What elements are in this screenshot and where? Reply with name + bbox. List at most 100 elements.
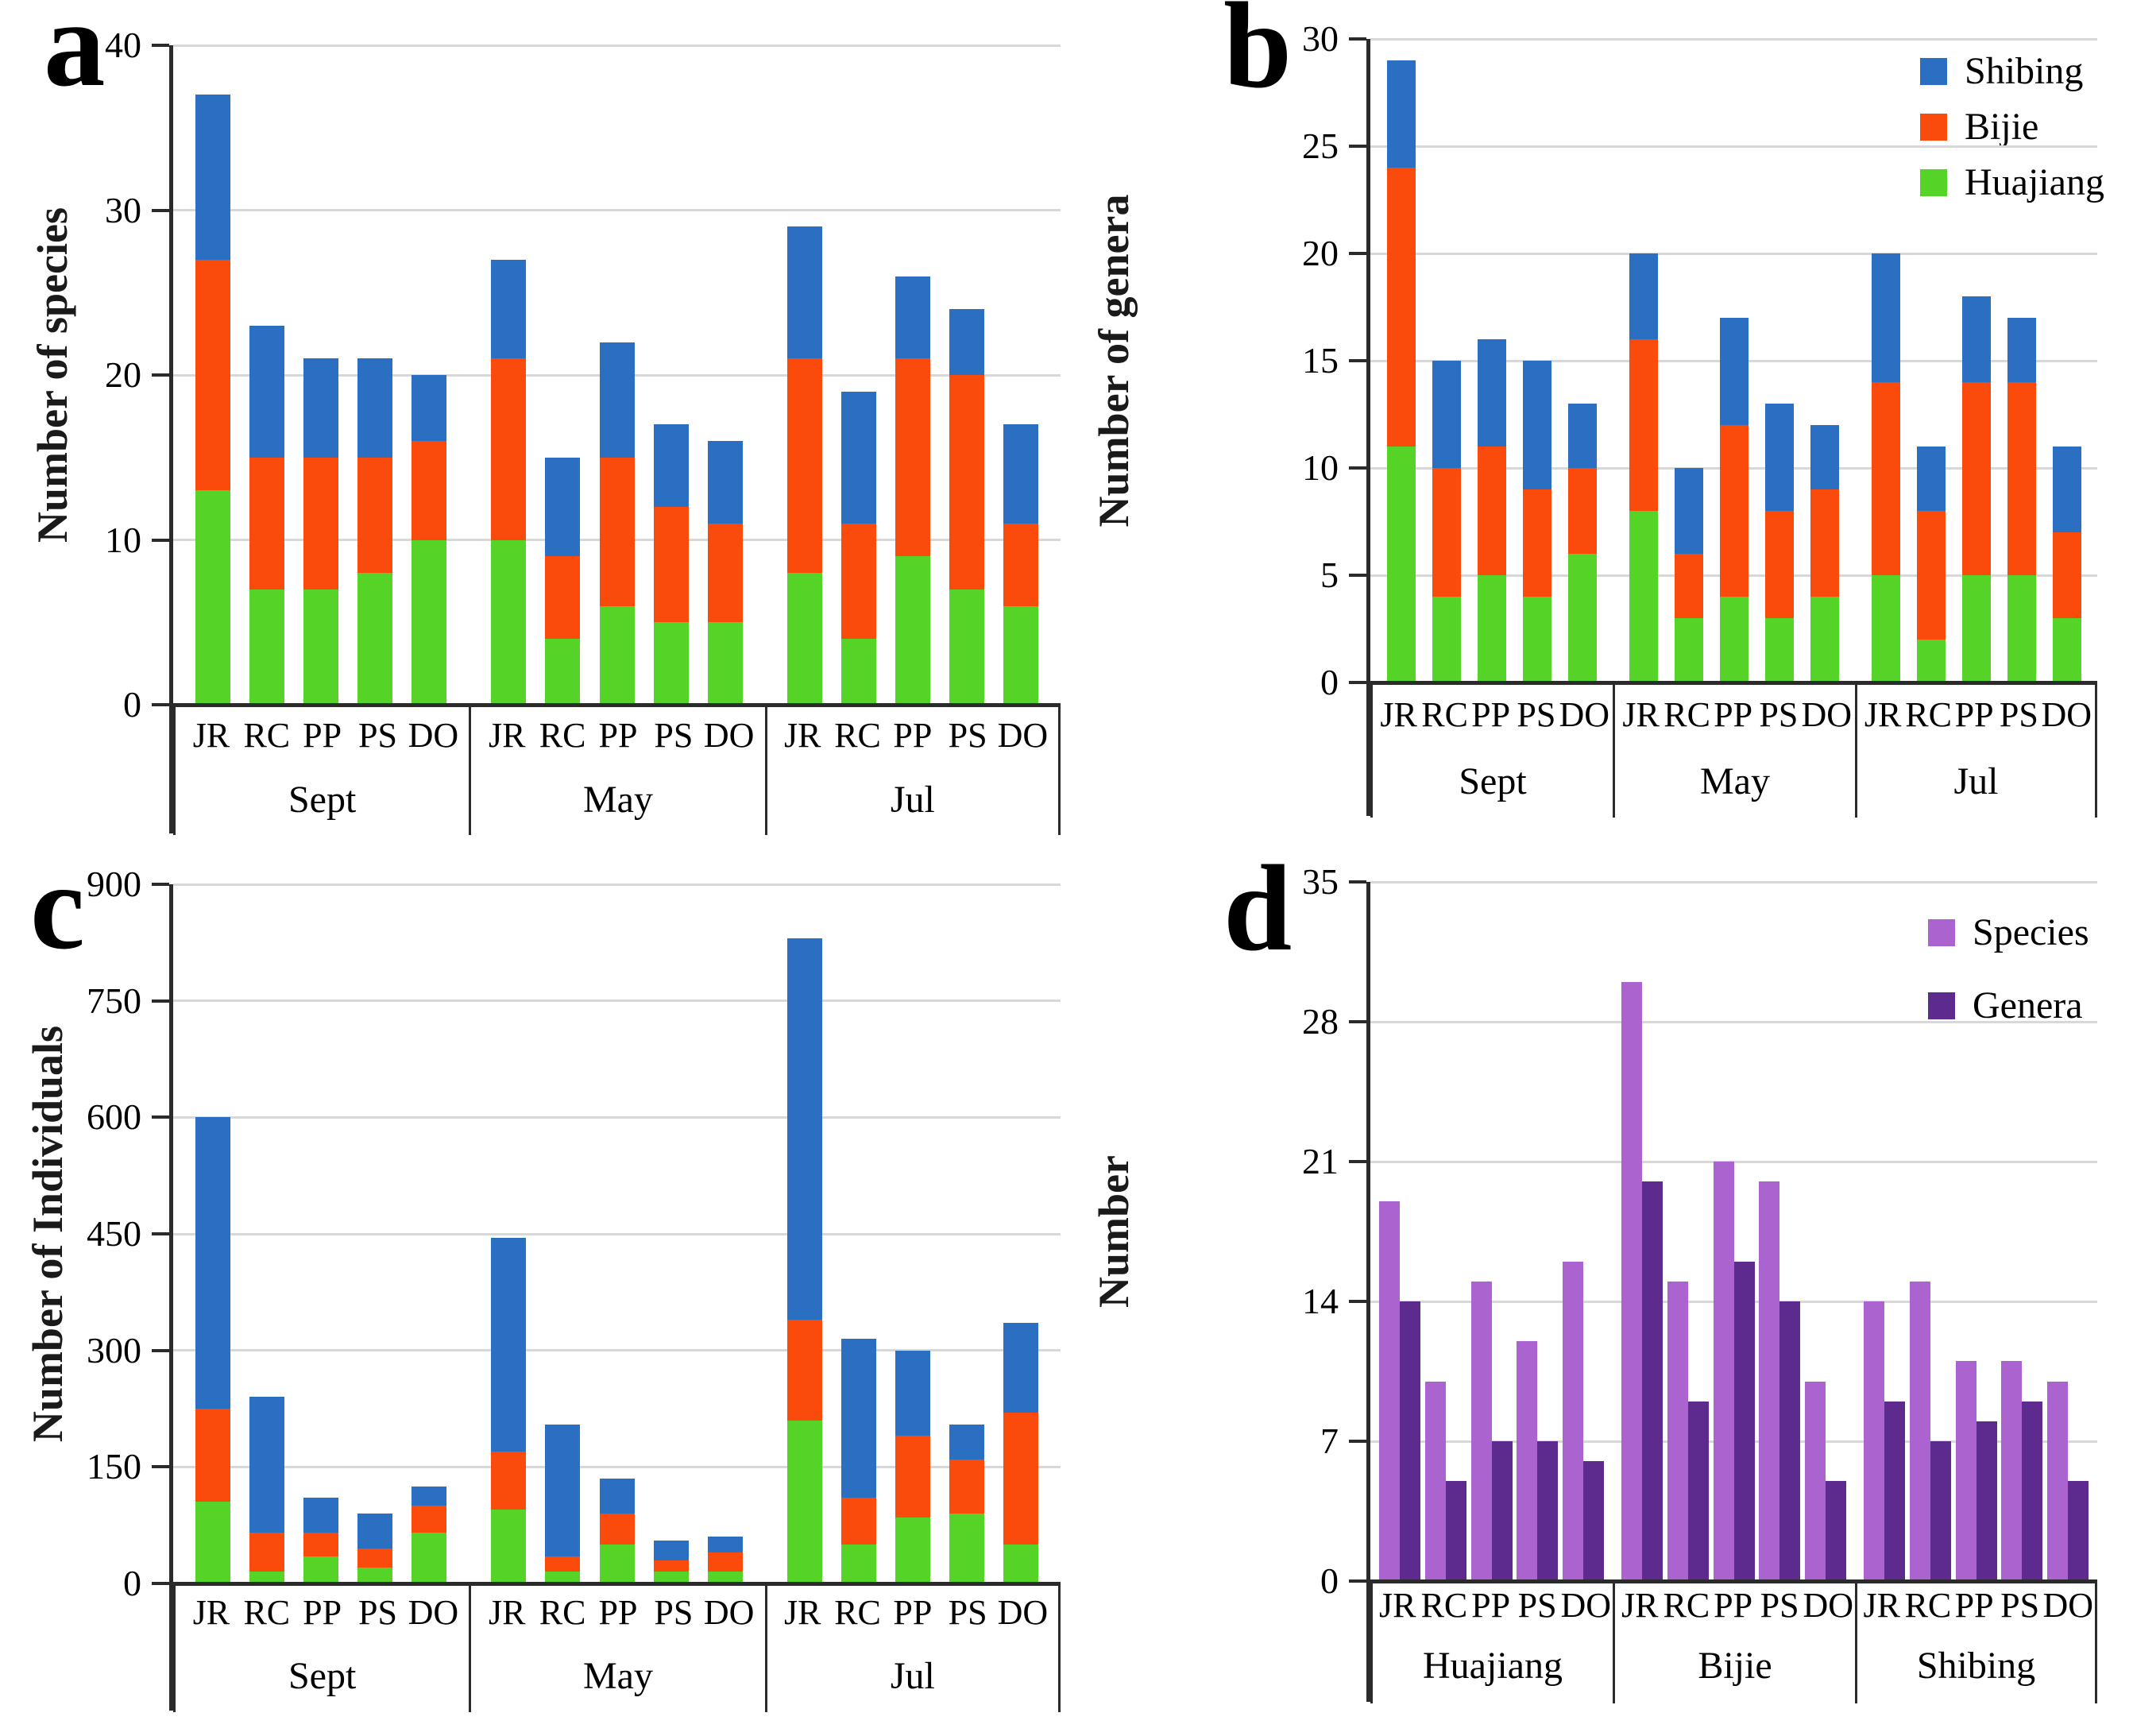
- bar-segment-huajiang-Sept-RC: [249, 589, 285, 705]
- bar-Sept-JR: [1386, 39, 1416, 682]
- bar-segment-bijie-May-PS: [653, 507, 689, 623]
- bar-segment-shibing-Jul-PP: [1961, 296, 1991, 382]
- bar-segment-huajiang-Jul-JR: [786, 573, 822, 705]
- group-label-Jul: Jul: [1953, 760, 1999, 802]
- bar-Jul-JR: [786, 45, 822, 705]
- y-tick-15: [1349, 359, 1366, 362]
- bar-May-JR: [1629, 39, 1658, 682]
- legend-label-shibing: Shibing: [1965, 50, 2084, 92]
- site-label-Sept-JR: JR: [1380, 695, 1417, 734]
- bar-segment-huajiang-Sept-JR: [1386, 447, 1416, 682]
- bar-genera-Huajiang-RC: [1445, 1481, 1466, 1581]
- bar-genera-Bijie-JR: [1641, 1181, 1663, 1581]
- group-label-Sept: Sept: [1459, 760, 1527, 802]
- species-swatch-icon: [1928, 919, 1955, 946]
- y-tick-600: [152, 1115, 169, 1119]
- bar-Sept-RC: [1432, 39, 1461, 682]
- y-tick-10: [152, 538, 169, 542]
- bar-segment-bijie-Jul-PS: [949, 375, 984, 590]
- bar-segment-huajiang-May-DO: [707, 1572, 743, 1583]
- panel-d: d Number Species Genera 0 7 14 21 28 35 JR RC PP…: [1068, 847, 2133, 1736]
- site-label-Jul-PP: PP: [1954, 695, 1994, 734]
- bar-segment-huajiang-Sept-PS: [357, 573, 393, 705]
- bar-segment-shibing-Sept-PP: [303, 358, 339, 458]
- bar-segment-shibing-Sept-JR: [195, 95, 231, 260]
- y-tick-label-25: 25: [1302, 126, 1339, 166]
- bar-May-JR: [491, 45, 527, 705]
- legend-item-genera: Genera: [1928, 987, 2089, 1025]
- bar-segment-bijie-Jul-JR: [786, 358, 822, 573]
- bar-segment-bijie-May-JR: [491, 1451, 527, 1510]
- bar-segment-bijie-Sept-PP: [303, 1533, 339, 1556]
- bar-segment-huajiang-Sept-PS: [357, 1568, 393, 1583]
- bar-segment-shibing-May-JR: [1629, 253, 1658, 339]
- site-label-Jul-DO: DO: [997, 1593, 1049, 1632]
- bar-segment-bijie-Jul-PS: [949, 1459, 984, 1514]
- bar-segment-huajiang-May-PS: [1764, 618, 1794, 682]
- x-axis-group-Jul: JR RC PP PS DO Jul: [764, 1585, 1061, 1712]
- bar-May-PP: [1719, 39, 1749, 682]
- gridline-150: [173, 1465, 1061, 1468]
- bar-segment-shibing-Jul-PP: [895, 276, 930, 359]
- site-label-May-JR: JR: [1622, 695, 1660, 734]
- bar-segment-bijie-Jul-RC: [1916, 511, 1946, 640]
- site-label-row-Jul: JR RC PP PS DO: [767, 706, 1058, 765]
- bar-May-RC: [1674, 39, 1703, 682]
- x-axis-group-Jul: JR RC PP PS DO Jul: [764, 706, 1061, 835]
- y-tick-label-21: 21: [1302, 1141, 1339, 1181]
- site-label-May-PP: PP: [1714, 695, 1753, 734]
- bar-segment-huajiang-Jul-RC: [840, 1545, 876, 1583]
- bar-genera-Huajiang-JR: [1399, 1301, 1420, 1581]
- panel-b-y-axis-title: Number of genera: [1090, 194, 1138, 528]
- bar-segment-huajiang-Sept-DO: [412, 539, 447, 705]
- bar-segment-huajiang-Jul-PP: [895, 1517, 930, 1583]
- bar-segment-bijie-May-PS: [1764, 511, 1794, 618]
- bar-segment-huajiang-Sept-JR: [195, 490, 231, 705]
- site-label-Jul-PS: PS: [1999, 695, 2038, 734]
- y-axis-line: [169, 884, 173, 1711]
- site-label-Jul-PS: PS: [948, 1593, 987, 1632]
- bar-segment-shibing-Sept-PS: [357, 358, 393, 458]
- gridline-30: [173, 209, 1061, 211]
- bar-segment-huajiang-Jul-PP: [895, 556, 930, 705]
- bar-segment-shibing-May-PP: [1719, 318, 1749, 425]
- bar-species-Bijie-PP: [1713, 1162, 1734, 1581]
- panel-d-y-axis-title: Number: [1090, 1155, 1138, 1308]
- bar-May-PS: [653, 45, 689, 705]
- site-label-row-Bijie: JR RC PP PS DO: [1615, 1583, 1855, 1629]
- gridline-25: [1370, 145, 2097, 148]
- site-label-Jul-JR: JR: [784, 716, 821, 755]
- site-label-Bijie-JR: JR: [1621, 1586, 1659, 1625]
- bar-segment-shibing-May-DO: [1810, 425, 1839, 489]
- bar-May-PS: [653, 884, 689, 1583]
- site-label-row-Jul: JR RC PP PS DO: [767, 1585, 1058, 1641]
- y-tick-900: [152, 883, 169, 886]
- x-axis-group-Bijie: JR RC PP PS DO Bijie: [1613, 1583, 1855, 1703]
- legend-item-bijie: Bijie: [1920, 108, 2104, 146]
- site-label-May-RC: RC: [539, 1593, 586, 1632]
- site-label-Jul-RC: RC: [834, 1593, 881, 1632]
- site-label-Jul-DO: DO: [2041, 695, 2092, 734]
- bar-Sept-JR: [195, 45, 231, 705]
- site-label-Jul-PS: PS: [948, 716, 987, 755]
- group-label-May: May: [1700, 760, 1770, 802]
- group-label-May: May: [583, 779, 653, 821]
- bar-segment-huajiang-May-PP: [599, 1545, 635, 1583]
- gridline-750: [173, 999, 1061, 1003]
- bijie-swatch-icon: [1920, 114, 1947, 141]
- bar-species-Huajiang-PP: [1470, 1281, 1492, 1581]
- bar-Jul-DO: [1003, 45, 1038, 705]
- bar-segment-huajiang-May-JR: [491, 1510, 527, 1583]
- bar-segment-bijie-May-PP: [599, 457, 635, 606]
- bar-segment-bijie-Jul-RC: [840, 1498, 876, 1545]
- group-label-Jul: Jul: [890, 1655, 935, 1697]
- bar-Jul-PP: [895, 45, 930, 705]
- site-label-May-PS: PS: [654, 1593, 694, 1632]
- bar-species-Bijie-RC: [1667, 1281, 1688, 1581]
- bar-segment-bijie-Jul-DO: [1003, 523, 1038, 606]
- y-tick-5: [1349, 574, 1366, 577]
- bar-Jul-RC: [1916, 39, 1946, 682]
- y-tick-750: [152, 999, 169, 1003]
- bar-Sept-RC: [249, 45, 285, 705]
- bar-genera-Huajiang-PS: [1537, 1441, 1559, 1581]
